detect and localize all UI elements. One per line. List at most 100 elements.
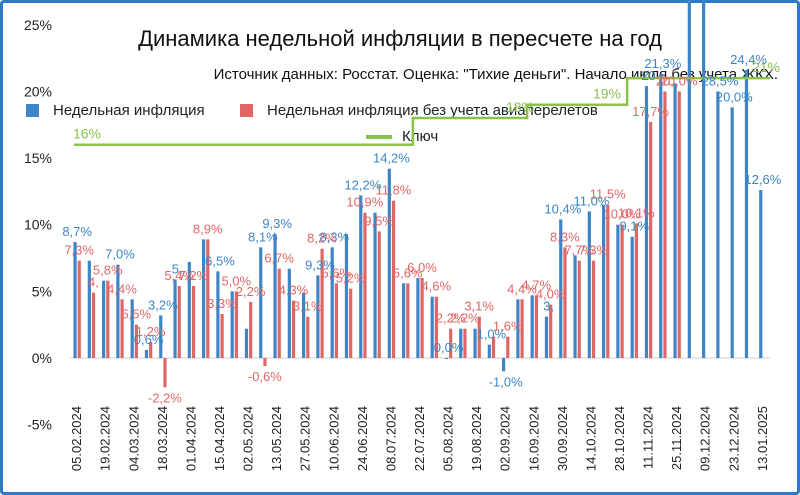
bar-weekly (316, 275, 320, 358)
bar-weekly (287, 268, 291, 358)
legend-swatch-red (240, 104, 253, 117)
bar-no-air (149, 342, 153, 358)
key-rate-line (74, 76, 770, 146)
data-label-no-air: 6,0% (407, 260, 437, 275)
bar-no-air (377, 231, 381, 358)
x-tick-label: 04.03.2024 (126, 406, 141, 471)
bar-weekly (359, 195, 363, 358)
data-label-no-air: 10,9% (346, 195, 383, 210)
bar-no-air (249, 302, 253, 358)
bar-no-air (663, 91, 667, 359)
bar-no-air (634, 223, 638, 358)
legend-swatch-green (366, 134, 392, 139)
bar-weekly (102, 280, 106, 358)
data-label-no-air: 1,6% (493, 319, 523, 334)
data-label-no-air: 9,5% (364, 213, 394, 228)
y-tick-label: 25% (24, 17, 52, 33)
bar-weekly (402, 283, 406, 358)
bar-weekly (559, 219, 563, 358)
y-tick-label: 0% (32, 350, 52, 366)
bar-weekly (573, 255, 577, 358)
data-label-weekly: 0,0% (434, 340, 464, 355)
bar-no-air (134, 324, 138, 358)
legend-label-weekly: Недельная инфляция (53, 102, 205, 119)
bar-no-air (563, 247, 567, 358)
data-label-no-air: 3,3% (207, 296, 237, 311)
bar-weekly (387, 168, 391, 358)
bar-weekly (187, 262, 191, 358)
data-label-no-air: 7,2% (179, 268, 209, 283)
data-label-no-air: 5,6% (393, 265, 423, 280)
bar-no-air (677, 91, 681, 359)
x-tick-label: 19.02.2024 (98, 406, 113, 471)
x-tick-label: 05.02.2024 (69, 406, 84, 471)
data-label-no-air: 4,4% (507, 281, 537, 296)
key-rate-label: 21% (752, 59, 780, 75)
bar-weekly (344, 234, 349, 358)
data-label-no-air: 10,0% (604, 207, 641, 222)
bar-weekly (302, 292, 306, 358)
bar-weekly (444, 358, 449, 359)
bar-weekly (759, 190, 763, 358)
legend-label-no-air: Недельная инфляция без учета авиаперелет… (267, 102, 598, 119)
data-label-no-air: -2,2% (148, 390, 182, 405)
x-tick-label: 30.09.2024 (555, 406, 570, 471)
x-tick-label: 05.08.2024 (441, 406, 456, 471)
bar-no-air (177, 286, 181, 358)
y-tick-label: 15% (24, 150, 52, 166)
bar-no-air (463, 328, 467, 358)
bar-no-air (220, 314, 224, 358)
bar-no-air (534, 295, 538, 358)
key-rate-label: 19% (593, 86, 621, 102)
data-label-weekly: 7,0% (105, 247, 135, 262)
x-tick-label: 11.11.2024 (641, 406, 656, 469)
x-tick-label: 24.06.2024 (355, 406, 370, 471)
bar-weekly (530, 295, 534, 358)
data-label-no-air: 4,6% (421, 279, 451, 294)
data-label-no-air: 11,5% (590, 187, 626, 202)
bar-no-air (491, 336, 496, 358)
legend-item-key-rate: Ключ (366, 128, 438, 145)
bar-no-air (263, 358, 267, 366)
data-label-no-air: 5,5% (121, 307, 151, 322)
bar-no-air (91, 292, 96, 358)
data-label-no-air: 8,3% (550, 229, 580, 244)
x-tick-label: 22.07.2024 (412, 406, 427, 471)
bar-weekly (244, 328, 249, 358)
bar-no-air (191, 286, 196, 358)
x-tick-label: 25.11.2024 (669, 406, 684, 470)
bar-weekly (87, 260, 91, 358)
data-label-no-air: 5,0% (221, 273, 251, 288)
y-tick-label: -5% (27, 417, 52, 433)
bar-no-air (606, 204, 610, 358)
x-tick-label: 18.03.2024 (155, 406, 170, 471)
bar-no-air (234, 291, 238, 358)
data-label-no-air: 4,3% (279, 283, 309, 298)
data-label-no-air: 8,2% (307, 231, 337, 246)
bar-weekly (159, 315, 163, 358)
bar-no-air (106, 280, 110, 358)
bar-weekly (202, 239, 206, 358)
data-label-no-air: 5,6% (321, 265, 351, 280)
bar-weekly (416, 278, 420, 358)
data-label-weekly: 20 (641, 68, 655, 83)
bar-no-air (391, 200, 396, 358)
bar-no-air (549, 304, 553, 358)
data-label-no-air: 6,7% (264, 251, 294, 266)
bar-weekly (116, 264, 120, 358)
data-label-weekly: 1,0% (477, 327, 507, 342)
key-rate-label: 18% (506, 99, 534, 115)
legend-item-weekly: Недельная инфляция (26, 102, 205, 119)
bar-weekly (544, 316, 549, 358)
bar-weekly (430, 296, 434, 358)
bar-weekly (144, 350, 149, 358)
y-tick-label: 10% (24, 217, 52, 233)
bar-weekly (716, 91, 720, 359)
bar-weekly (673, 83, 677, 358)
x-tick-label: 28.10.2024 (612, 406, 627, 471)
data-label-no-air: 4,0% (536, 287, 566, 302)
data-label-weekly: 12,6% (744, 172, 781, 187)
bar-weekly (702, 0, 706, 359)
bar-weekly (744, 70, 749, 359)
